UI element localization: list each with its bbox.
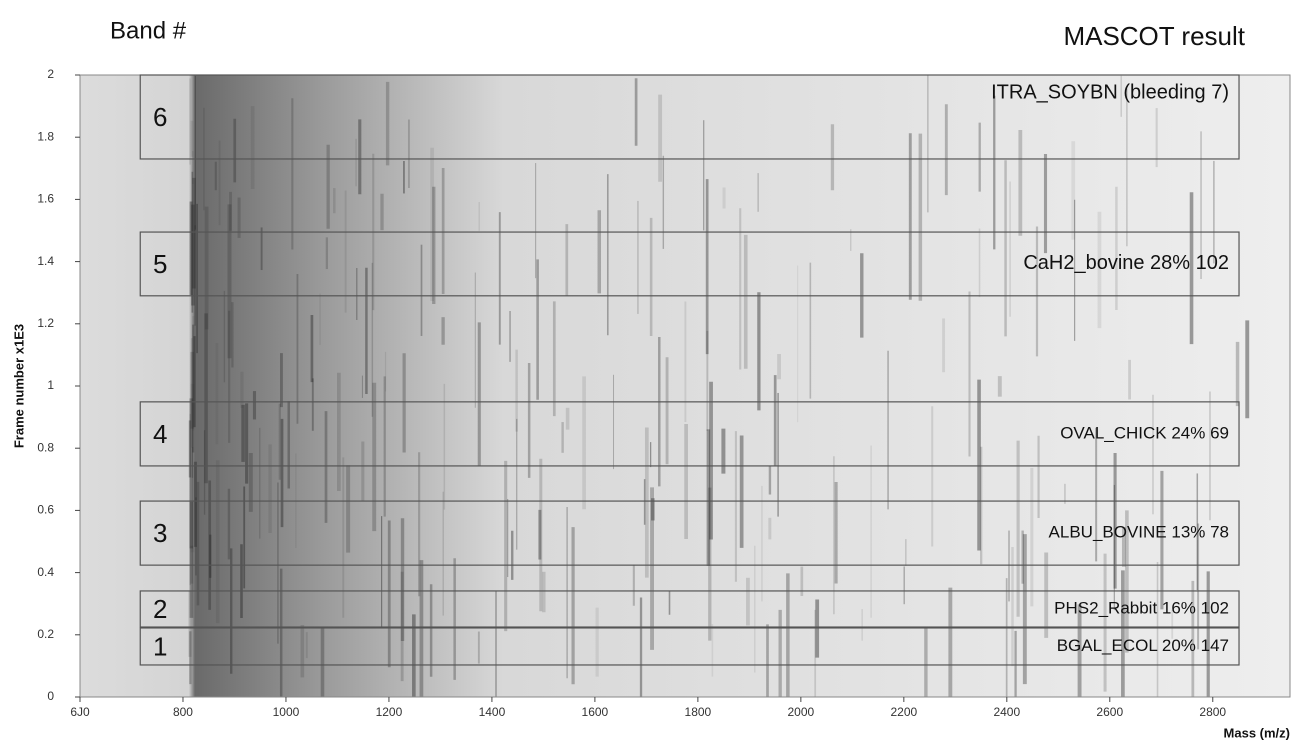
- x-tick-label: 2800: [1199, 705, 1226, 719]
- plot-image: [80, 75, 1290, 697]
- x-tick-label: 1000: [273, 705, 300, 719]
- band-box: [139, 627, 1240, 666]
- x-tick-label: 1800: [685, 705, 712, 719]
- y-tick-label: 0.6: [37, 503, 54, 517]
- x-axis-label: Mass (m/z): [1224, 725, 1290, 740]
- mascot-result: ALBU_BOVINE 13% 78: [1049, 523, 1229, 542]
- x-tick-label: 1200: [376, 705, 403, 719]
- mascot-result: PHS2_Rabbit 16% 102: [1054, 598, 1229, 617]
- band-number: 4: [153, 419, 167, 449]
- band-number: 2: [153, 594, 167, 624]
- x-tick-label: 1600: [582, 705, 609, 719]
- y-tick-label: 2: [47, 67, 54, 81]
- y-tick-label: 1: [47, 378, 54, 392]
- band-box: [139, 590, 1240, 628]
- y-tick-label: 1.4: [37, 254, 54, 268]
- band-number: 5: [153, 249, 167, 279]
- x-tick-label: 2600: [1096, 705, 1123, 719]
- y-axis-label: Frame number x1E3: [11, 324, 26, 448]
- band-box: [139, 500, 1240, 566]
- x-tick-label: 800: [173, 705, 193, 719]
- band-number: 3: [153, 518, 167, 548]
- y-tick-label: 1.6: [37, 192, 54, 206]
- band-box: [139, 401, 1240, 467]
- mascot-result: BGAL_ECOL 20% 147: [1057, 636, 1229, 655]
- mascot-result: OVAL_CHICK 24% 69: [1060, 423, 1229, 442]
- mascot-result: ITRA_SOYBN (bleeding 7): [991, 81, 1229, 103]
- x-tick-label: 1400: [479, 705, 506, 719]
- y-tick-label: 0: [47, 689, 54, 703]
- x-tick-label: 2200: [890, 705, 917, 719]
- mascot-result: CaH2_bovine 28% 102: [1023, 252, 1229, 274]
- y-tick-label: 1.2: [37, 316, 54, 330]
- band-number: 6: [153, 102, 167, 132]
- band-number: 1: [153, 631, 167, 661]
- image-streaks: [188, 75, 1250, 697]
- band-header: Band #: [110, 17, 187, 44]
- y-tick-label: 0.2: [37, 627, 54, 641]
- x-tick-label: 2400: [993, 705, 1020, 719]
- x-tick-label: 2000: [787, 705, 814, 719]
- y-tick-label: 0.4: [37, 565, 54, 579]
- y-tick-label: 1.8: [37, 129, 54, 143]
- band-box: [139, 74, 1240, 160]
- band-box: [139, 231, 1240, 297]
- x-tick-label: 6J0: [70, 705, 90, 719]
- result-header: MASCOT result: [1063, 21, 1245, 51]
- y-tick-label: 0.8: [37, 440, 54, 454]
